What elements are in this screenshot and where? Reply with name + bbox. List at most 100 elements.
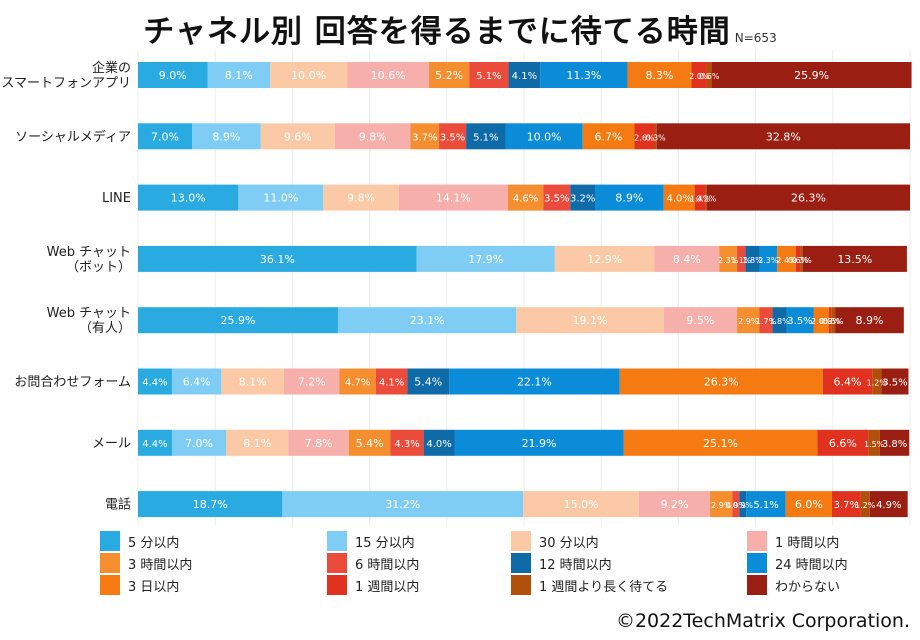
bar-segment (207, 62, 271, 88)
bar-segment (348, 429, 391, 456)
bar-segment (831, 307, 836, 334)
data-label: 5.1% (753, 500, 778, 511)
bar-segment (323, 184, 399, 211)
legend-label: 30 分以内 (539, 535, 599, 551)
legend-label: 15 分以内 (355, 535, 415, 551)
data-label: 4.1% (512, 71, 537, 82)
bar-segment (711, 62, 912, 88)
data-label: 1.2% (855, 501, 876, 510)
data-label: 3.5% (787, 316, 812, 327)
bar-segment (745, 245, 760, 272)
bar-segment (138, 429, 172, 456)
data-label: 3.5% (440, 132, 465, 143)
data-label: 5.4% (356, 437, 384, 450)
data-label: 2.6% (634, 133, 655, 142)
data-label: 5.1% (473, 132, 498, 143)
legend-swatch (511, 575, 531, 595)
data-label: 22.1% (517, 376, 552, 389)
data-label: 0.9% (733, 501, 754, 510)
bar-segment (634, 123, 655, 150)
bar-segment (739, 491, 747, 518)
legend-item: 3 時間以内 (100, 553, 192, 573)
legend-item: 1 週間より長く待てる (511, 575, 668, 595)
data-label: 7.8% (305, 437, 333, 450)
data-label: 7.0% (151, 130, 179, 143)
data-label: 4.0% (426, 439, 451, 450)
data-label: 8.1% (239, 376, 267, 389)
data-label: 19.1% (573, 314, 608, 327)
data-label: 9.2% (661, 498, 689, 511)
data-label: 13.0% (171, 192, 206, 205)
data-label: 10.0% (527, 130, 562, 143)
bar-segment (828, 307, 832, 334)
data-label: 13.5% (837, 253, 872, 266)
bar-segment (192, 123, 261, 150)
legend-item: わからない (747, 575, 840, 595)
bar-segment (639, 491, 711, 518)
bar-segment (283, 368, 340, 395)
bar-segment (138, 62, 208, 88)
bar-segment (138, 184, 239, 211)
legend-swatch (327, 531, 347, 551)
category-label: 電話 (105, 497, 131, 513)
bar-segment (835, 307, 904, 334)
bar-segment (627, 62, 692, 88)
data-label: 6.6% (829, 437, 857, 450)
stacked-bar-chart: 企業のスマートフォンアプリ 9.0% 8.1% 10.0% 10.6% 5.2% 5.1% 4… (1, 50, 912, 525)
legend-item: 12 時間以内 (511, 553, 612, 573)
data-label: 4.1% (379, 378, 404, 389)
bar-segment (429, 62, 470, 88)
bar-segment (800, 245, 803, 272)
data-label: 4.3% (394, 439, 419, 450)
data-label: 15.0% (564, 498, 599, 511)
data-label: 7.0% (185, 437, 213, 450)
bar-segment (260, 123, 335, 150)
data-label: 36.1% (260, 253, 295, 266)
data-label: 5.1% (476, 71, 501, 82)
data-label: 9.6% (284, 130, 312, 143)
data-label: 21.9% (522, 437, 557, 450)
data-label: 25.1% (703, 437, 738, 450)
category-label: お問合わせフォーム (14, 375, 131, 390)
bar-segment (469, 62, 509, 88)
bar-segment (410, 123, 440, 150)
data-label: 8.3% (646, 69, 674, 82)
bar-segment (719, 245, 738, 272)
legend-label: 12 時間以内 (539, 557, 612, 573)
bar-segment (737, 307, 760, 334)
data-label: 0.6% (699, 72, 720, 81)
legend-label: 1 週間以内 (355, 579, 420, 595)
legend-item: 1 時間以内 (747, 531, 839, 551)
data-label: 11.0% (263, 192, 298, 205)
data-label: 3.5% (882, 378, 907, 389)
bar-segment (732, 491, 740, 518)
data-label: 0.3% (645, 133, 666, 142)
bar-segment (813, 307, 829, 334)
bar-segment (540, 62, 628, 88)
bar-segment (694, 184, 706, 211)
bar-segment (390, 429, 424, 456)
data-label: 4.6% (513, 194, 538, 205)
legend-swatch (327, 553, 347, 573)
data-label: 0.6% (788, 256, 809, 265)
data-label: 2.0% (689, 72, 710, 81)
chart-title-text: チャネル別 回答を得るまでに待てる時間 (143, 14, 731, 50)
bar-segment (706, 184, 910, 211)
data-label: 18.7% (193, 498, 228, 511)
legend-label: 1 時間以内 (775, 535, 840, 551)
category-label: Web チャット（有人） (47, 306, 131, 336)
data-label: 0.3% (791, 256, 812, 265)
data-label: 1.2% (867, 379, 888, 388)
bar-segment (454, 429, 624, 456)
legend-item: 5 分以内 (100, 531, 179, 551)
data-label: 8.1% (225, 69, 253, 82)
data-label: 4.4% (142, 439, 167, 450)
bar-segment (138, 123, 193, 150)
legend-swatch (747, 575, 767, 595)
data-label: 1.4% (690, 195, 711, 204)
bar-segment (868, 429, 880, 456)
data-label: 2.0% (811, 317, 832, 326)
bar-segment (449, 368, 620, 395)
data-label: 0.3% (820, 317, 841, 326)
bar-segment (623, 429, 818, 456)
